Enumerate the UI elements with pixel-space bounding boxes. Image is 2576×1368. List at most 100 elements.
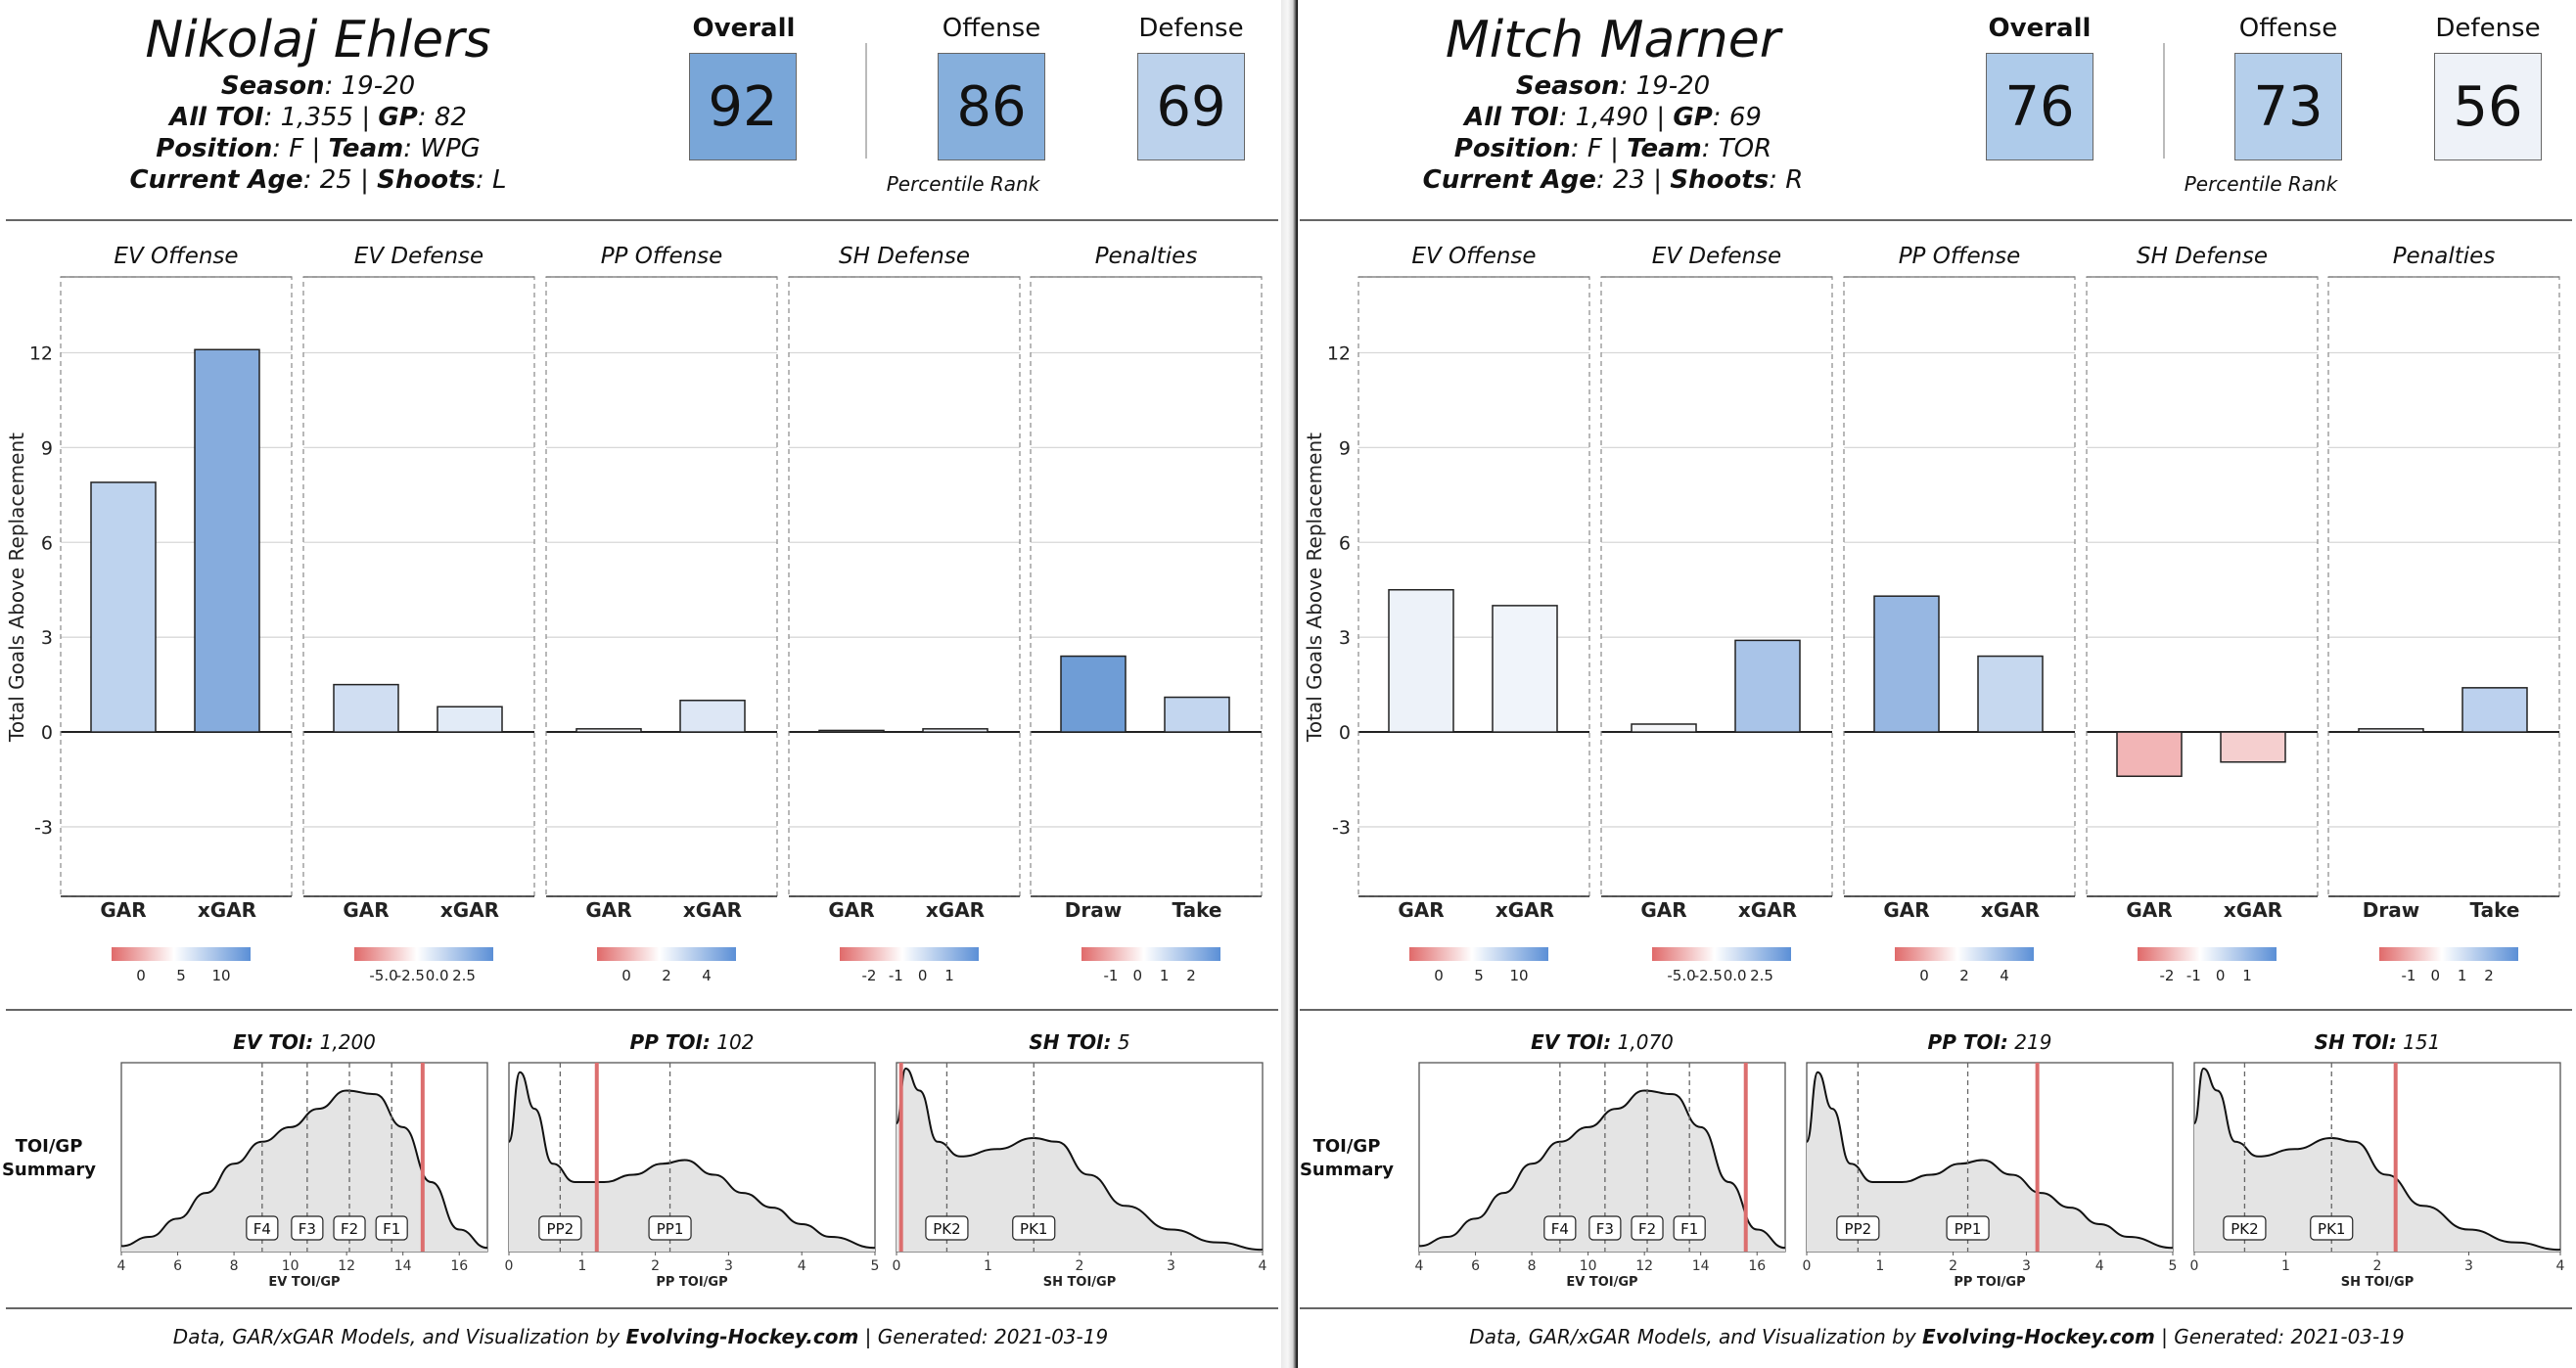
x-tick-label: 8 (230, 1258, 239, 1274)
color-legend-bar (2379, 947, 2518, 961)
facet-frame (1843, 276, 2076, 897)
all-toi-label: All TOI (1464, 103, 1559, 132)
bar-gar (1388, 588, 1454, 733)
legend-tick-label: 0 (1133, 967, 1143, 984)
x-category-label: GAR (2126, 898, 2172, 922)
player-info: Season: 19-20 All TOI: 1,490 | GP: 69 Po… (1354, 70, 1872, 196)
x-tick-label: 4 (2556, 1258, 2565, 1274)
defense-rank-box: 69 (1137, 53, 1245, 160)
footer-brand: Evolving-Hockey.com (1922, 1325, 2155, 1348)
position-value: F (289, 134, 304, 163)
x-category-label: GAR (343, 898, 389, 922)
toi-panel-pp-toi: PP TOI: 102 PP2 PP1 0 1 2 3 4 5 PP TOI/GP (505, 1030, 880, 1290)
y-tick-label: 9 (41, 437, 53, 459)
density-area (897, 1069, 1263, 1252)
x-tick-label: 4 (2095, 1258, 2104, 1274)
rank-divider (2163, 43, 2165, 159)
ref-label-box (538, 1215, 582, 1241)
y-tick-label: 0 (1339, 722, 1351, 744)
gp-value: 82 (434, 103, 467, 132)
footer-credit: Data, GAR/xGAR Models, and Visualization… (0, 1325, 1281, 1348)
x-tick-label: 1 (984, 1258, 992, 1274)
legend-tick-label: -1 (2402, 967, 2416, 984)
team-label: Team (1627, 134, 1702, 163)
overall-rank-value: 76 (2004, 74, 2075, 139)
x-tick-label: 4 (1415, 1258, 1424, 1274)
footer-rule (1300, 1307, 2572, 1309)
x-tick-label: 12 (1635, 1258, 1653, 1274)
player-card-left: Nikolaj Ehlers Season: 19-20 All TOI: 1,… (0, 0, 1281, 1368)
position-label: Position (1453, 134, 1571, 163)
player-name: Nikolaj Ehlers (145, 11, 491, 69)
all-toi-label: All TOI (169, 103, 264, 132)
bar-draw (1060, 655, 1127, 733)
age-label: Current Age (1422, 165, 1596, 195)
bar-gar (1873, 595, 1940, 733)
legend-tick-label: 0 (918, 967, 928, 984)
player-chart-left: Total Goals Above Replacement129630-3EV … (2, 244, 1267, 1290)
x-tick-label: 5 (871, 1258, 880, 1274)
density-curve (2193, 1067, 2561, 1252)
y-tick-label: 0 (41, 722, 53, 744)
ref-label: F1 (1680, 1220, 1698, 1238)
y-tick-label: 9 (1339, 437, 1351, 459)
offense-rank-box: 86 (938, 53, 1045, 160)
legend-tick-label: 0 (1919, 967, 1929, 984)
toi-panel-label: PP TOI: (630, 1030, 711, 1054)
footer-generated: | Generated: 2021-03-19 (864, 1325, 1109, 1348)
facet-title: PP Offense (1899, 244, 2021, 269)
density-area (2194, 1069, 2560, 1252)
toi-panel-value: 151 (2397, 1030, 2441, 1054)
toi-summary-label: Summary (2, 1160, 96, 1180)
legend-tick-label: 0 (2431, 967, 2441, 984)
ref-label: F4 (1551, 1220, 1569, 1238)
toi-panel-label: EV TOI: (233, 1030, 313, 1054)
legend-tick-label: -1 (889, 967, 903, 984)
facet-title: PP Offense (601, 244, 723, 269)
x-tick-label: 2 (1949, 1258, 1957, 1274)
ref-label-box (333, 1215, 366, 1241)
legend-tick-label: 1 (2458, 967, 2467, 984)
bar-xgar (1734, 639, 1801, 733)
defense-rank-box: 56 (2434, 53, 2542, 160)
facet-pp-offense: PP Offense GAR xGAR 0 2 4 (1843, 244, 2076, 984)
ref-label: F4 (253, 1220, 271, 1238)
season-value: 19-20 (1635, 71, 1711, 101)
facet-title: Penalties (1095, 244, 1198, 269)
toi-x-axis-label: EV TOI/GP (1566, 1275, 1637, 1290)
footer-generated: | Generated: 2021-03-19 (2161, 1325, 2405, 1348)
toi-panel-value: 1,070 (1611, 1030, 1674, 1054)
ref-label-box (925, 1215, 969, 1241)
color-legend-bar (840, 947, 979, 961)
x-tick-label: 12 (338, 1258, 355, 1274)
y-tick-label: 12 (1327, 343, 1351, 365)
age-line: Current Age: 25 | Shoots: L (129, 165, 507, 195)
color-legend-bar (1409, 947, 1548, 961)
season-line: Season: 19-20 (1515, 71, 1711, 101)
ref-label-box (291, 1215, 324, 1241)
shoots-value: R (1785, 165, 1804, 195)
density-area (121, 1090, 487, 1252)
toi-rule (6, 1009, 1278, 1011)
x-category-label: xGAR (1738, 898, 1797, 922)
facet-title: Penalties (2393, 244, 2496, 269)
team-label: Team (328, 134, 404, 163)
bar-draw (2358, 728, 2424, 733)
x-tick-label: 3 (1167, 1258, 1175, 1274)
ref-label: PK1 (1020, 1220, 1047, 1238)
ref-label-box (1836, 1215, 1880, 1241)
y-tick-label: -3 (34, 817, 53, 839)
x-tick-label: 10 (282, 1258, 299, 1274)
toi-line: All TOI: 1,490 | GP: 69 (1464, 103, 1762, 132)
offense-label: Offense (942, 14, 1041, 43)
bar-xgar (194, 348, 260, 733)
facet-frame (1030, 276, 1263, 897)
legend-tick-label: -1 (2186, 967, 2201, 984)
toi-panel-ev-toi: EV TOI: 1,070 F4 F3 F2 F1 4 6 8 10 12 14 16 EV TOI/G… (1415, 1030, 1786, 1290)
x-category-label: xGAR (683, 898, 742, 922)
facet-ev-defense: EV Defense GAR xGAR -5.0-2.5 0.0 2.5 (302, 244, 535, 984)
x-category-label: xGAR (198, 898, 256, 922)
legend-tick-label: 5 (176, 967, 186, 984)
player-info: Season: 19-20 All TOI: 1,355 | GP: 82 Po… (59, 70, 577, 196)
